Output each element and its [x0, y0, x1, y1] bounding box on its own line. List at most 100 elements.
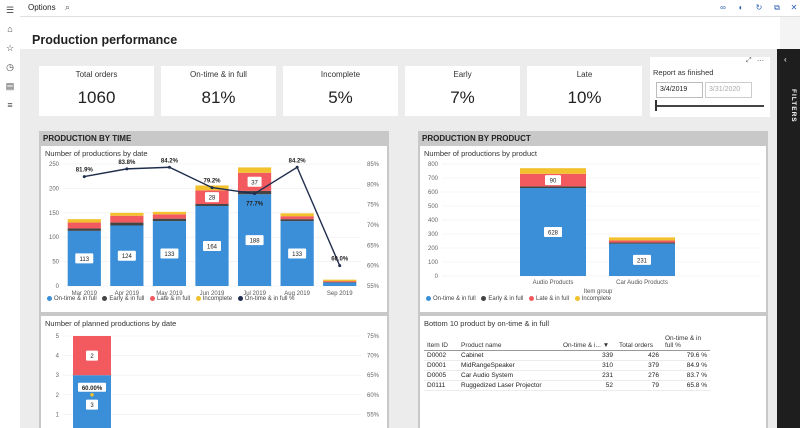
legend-item: Incomplete: [202, 296, 233, 303]
table-cell: D0111: [424, 380, 458, 391]
hamburger-icon[interactable]: ☰: [5, 5, 15, 15]
table-cell: MidRangeSpeaker: [458, 360, 560, 371]
chart-productions-by-date: 0 50 100 150 200 250 55% 60% 65% 70% 75% 80% 85% 113 M…: [49, 158, 380, 297]
data-label: 164: [207, 244, 218, 250]
focus-mode-icon[interactable]: ⤢: [746, 57, 752, 64]
x-tick-label: Car Audio Products: [616, 280, 668, 286]
pct-point: [90, 393, 94, 397]
kpi-value: 81%: [201, 88, 236, 107]
col-on-time[interactable]: On-time & i... ▼: [560, 334, 616, 351]
pct-label: 79.2%: [203, 179, 221, 185]
pct-point: [295, 165, 299, 169]
table-row[interactable]: D0002 Cabinet 339 426 79.6 %: [424, 350, 710, 361]
col-on-time-pct[interactable]: On-time & in full %: [662, 334, 710, 351]
bar-segment: [110, 215, 144, 223]
bar-segment: [67, 228, 101, 231]
y-tick-label: 500: [428, 204, 439, 210]
y-tick-label: 0: [435, 274, 439, 280]
legend-swatch: [195, 296, 201, 301]
table-row[interactable]: D0005 Car Audio System 231 276 83.7 %: [424, 370, 710, 381]
report-canvas: Total orders 1060 On-time & in full 81% …: [20, 49, 777, 428]
legend-item: Early & in full: [488, 296, 524, 303]
data-label: 188: [250, 239, 261, 245]
y-tick-label: 1: [56, 412, 60, 418]
bar-segment: [152, 218, 187, 222]
y2-tick-label: 85%: [367, 162, 380, 168]
x-tick-label: Mar 2019: [72, 291, 98, 297]
open-icon[interactable]: ⧉: [774, 3, 780, 12]
data-label-bg: [117, 250, 136, 261]
x-tick-label: Jul 2019: [243, 291, 266, 297]
bar-segment: [280, 219, 314, 222]
table-cell: 84.9 %: [662, 360, 710, 371]
table-card-bottom10: Bottom 10 product by on-time & in full I…: [420, 316, 766, 428]
kpi-value: 10%: [567, 88, 602, 107]
table-cell: 276: [616, 370, 662, 381]
table-row[interactable]: D0001 MidRangeSpeaker 310 379 84.9 %: [424, 360, 710, 371]
legend-item: On-time & in full %: [244, 296, 295, 303]
star-icon[interactable]: ☆: [5, 43, 15, 53]
bar-segment: [67, 219, 101, 223]
y-tick-label: 800: [428, 162, 439, 168]
y-tick-label: 600: [428, 190, 439, 196]
y2-tick-label: 70%: [367, 354, 380, 360]
kpi-label: On-time & in full: [190, 70, 247, 79]
workspace-icon[interactable]: ▤: [5, 81, 15, 91]
slider-track[interactable]: [656, 105, 764, 107]
table-cell: 79: [616, 380, 662, 391]
y-tick-label: 150: [49, 211, 60, 217]
pct-label: 81.9%: [76, 168, 94, 174]
recent-icon[interactable]: ◷: [6, 62, 14, 72]
col-total-orders[interactable]: Total orders: [616, 334, 662, 351]
kpi-value: 1060: [77, 88, 116, 107]
table-row[interactable]: D0111 Ruggedized Laser Projector 52 79 65.8 …: [424, 380, 710, 391]
date-from-input[interactable]: 3/4/2019: [656, 82, 703, 98]
slider-handle[interactable]: [655, 100, 657, 111]
bar-segment: [110, 212, 144, 216]
table-cell: Cabinet: [458, 350, 560, 361]
refresh-icon[interactable]: ↻: [755, 3, 763, 12]
col-item-id[interactable]: Item ID: [424, 334, 458, 351]
chart-legend: On-time & in full Early & in full Late &…: [422, 296, 611, 302]
bar-segment: [609, 237, 675, 241]
kpi-value: 7%: [450, 88, 475, 107]
data-label: 124: [122, 254, 133, 260]
section-production-by-product: PRODUCTION BY PRODUCT Number of producti…: [418, 131, 768, 428]
table-cell: 310: [560, 360, 616, 371]
bar-segment: [609, 242, 675, 244]
data-label: 231: [637, 258, 648, 264]
options-menu[interactable]: Options: [28, 3, 56, 12]
section-title: PRODUCTION BY TIME: [43, 134, 132, 143]
bar-segment: [609, 240, 675, 243]
kpi-label: Total orders: [75, 70, 118, 79]
chevron-left-icon[interactable]: ‹: [784, 55, 787, 64]
kpi-total-orders: Total orders 1060: [39, 66, 154, 116]
date-to-input[interactable]: 3/31/2020: [705, 82, 752, 98]
kpi-early: Early 7%: [405, 66, 520, 116]
pct-point: [253, 192, 257, 196]
y2-tick-label: 75%: [367, 334, 380, 340]
home-icon[interactable]: ⌂: [7, 24, 13, 34]
close-icon[interactable]: ✕: [790, 3, 798, 12]
y-tick-label: 5: [56, 334, 60, 340]
col-product-name[interactable]: Product name: [458, 334, 560, 351]
legend-swatch: [47, 296, 52, 301]
data-label-bg: [633, 254, 651, 265]
link-icon[interactable]: ∞: [720, 3, 726, 12]
list-icon[interactable]: ≡: [7, 100, 13, 110]
y2-tick-label: 55%: [367, 412, 380, 418]
filters-pane[interactable]: ‹ FILTERS: [777, 49, 800, 428]
kpi-incomplete: Incomplete 5%: [283, 66, 398, 116]
theme-icon[interactable]: ◐: [738, 3, 744, 12]
kpi-value: 5%: [328, 88, 353, 107]
data-label-bg: [86, 399, 98, 410]
data-label: 90: [550, 179, 557, 185]
data-label: 133: [292, 252, 303, 258]
legend-swatch: [237, 296, 243, 301]
table-cell: 79.6 %: [662, 350, 710, 361]
more-options-icon[interactable]: ⋯: [757, 58, 764, 65]
search-icon[interactable]: ⌕: [65, 2, 71, 12]
y2-tick-label: 60%: [367, 393, 380, 399]
date-slicer: ⤢ ⋯ Report as finished 3/4/2019 3/31/202…: [650, 57, 770, 117]
